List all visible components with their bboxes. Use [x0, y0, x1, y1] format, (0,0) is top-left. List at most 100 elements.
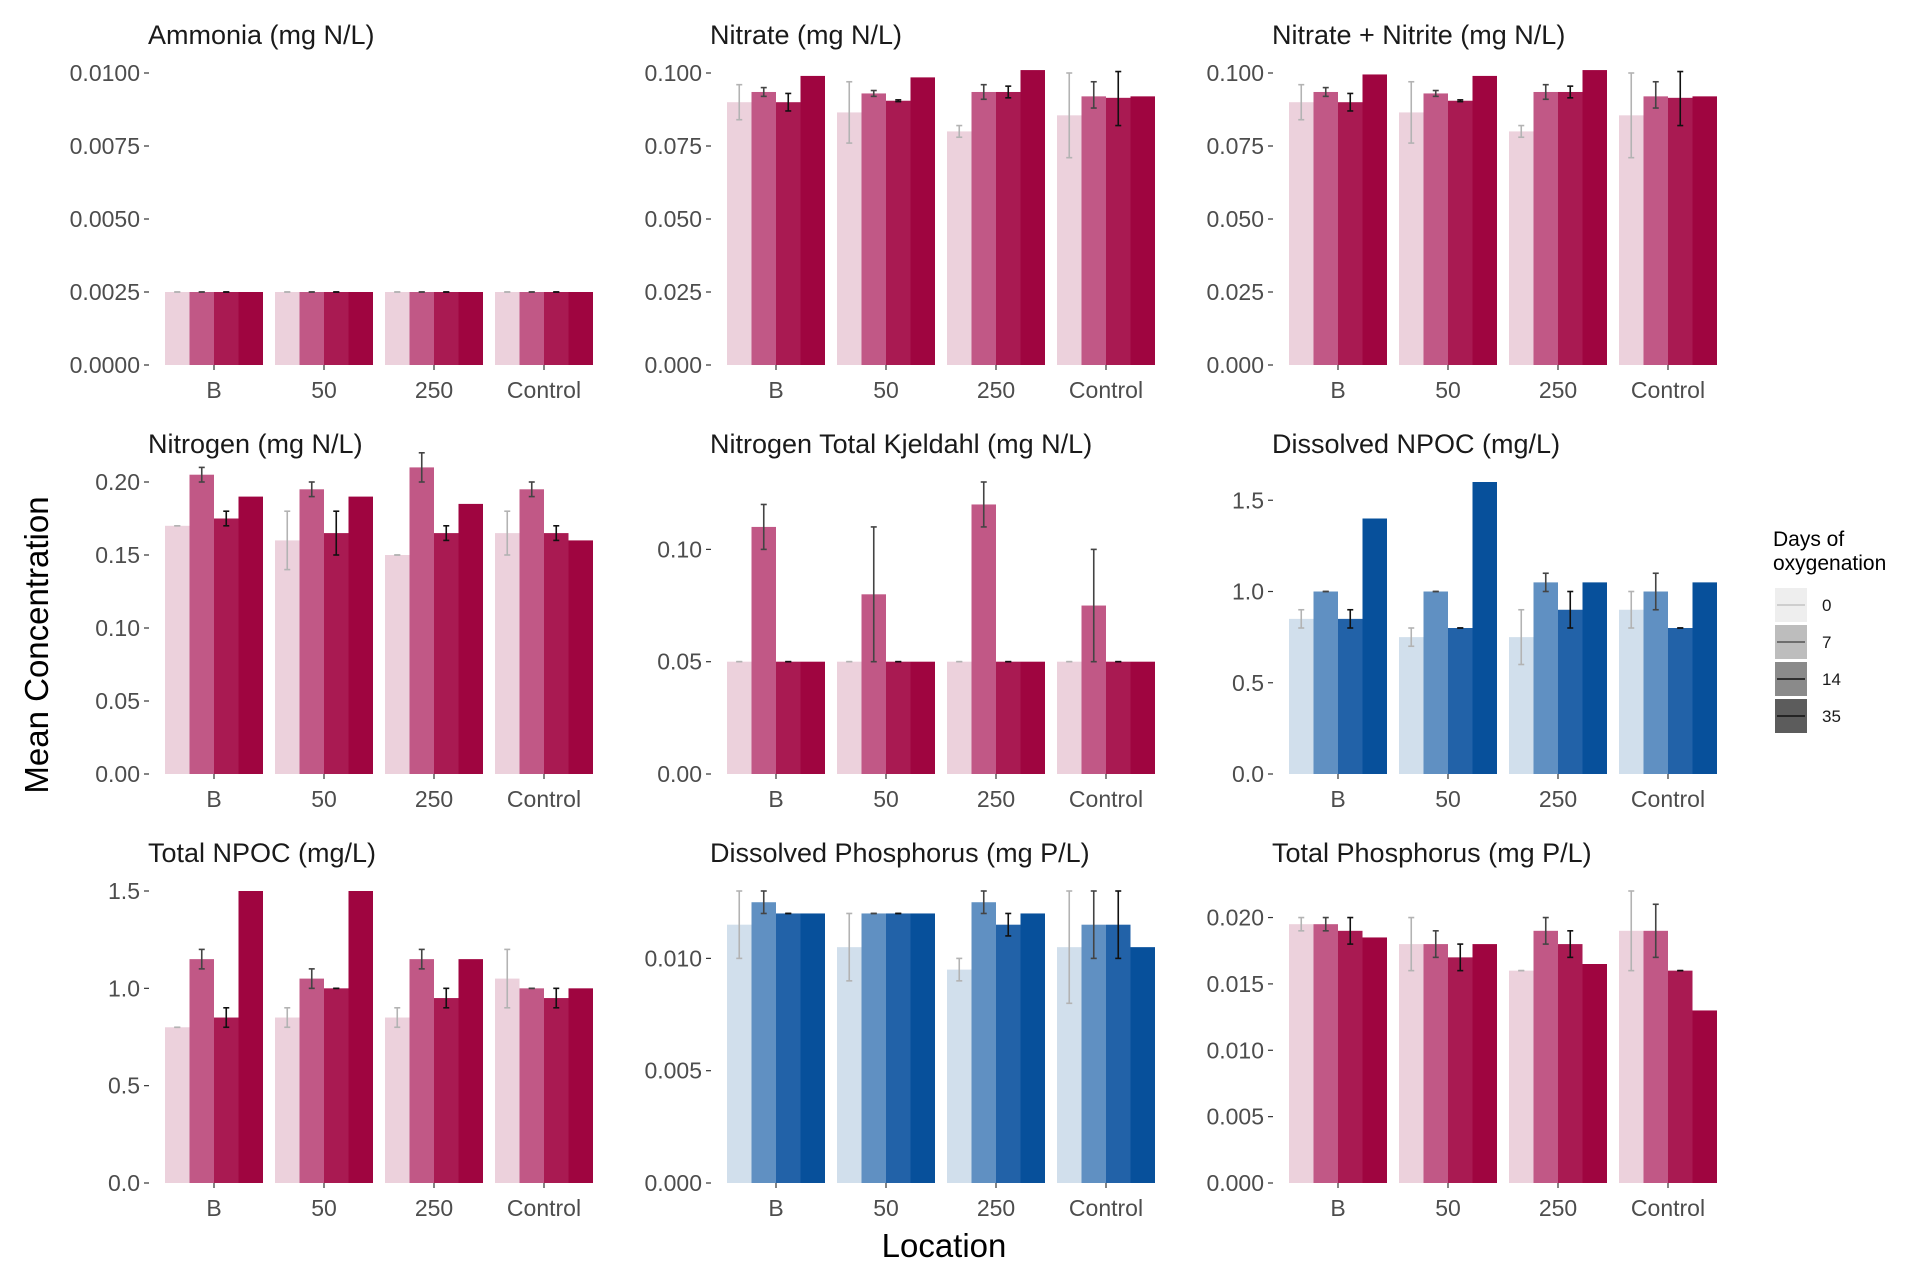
bar — [971, 902, 996, 1183]
bar — [1619, 609, 1644, 774]
chart-panel: Total Phosphorus (mg P/L) 0.000 0.005 0.010… — [1206, 838, 1717, 1221]
error-bar — [1090, 80, 1097, 109]
error-bar — [1542, 83, 1549, 101]
bar — [1423, 944, 1448, 1183]
bar — [1081, 96, 1106, 366]
y-tick-label: 0.00 — [95, 761, 140, 787]
x-tick-label: B — [768, 377, 783, 403]
x-tick-label: Control — [507, 377, 581, 403]
legend-keys: 0 7 14 35 — [1775, 588, 1841, 733]
bar — [971, 504, 996, 774]
x-tick-label: B — [768, 1195, 783, 1221]
bar — [1399, 944, 1424, 1183]
chart-panel: Total NPOC (mg/L) 0.0 0.5 1.0 1.5 B 50 250 Contr… — [108, 838, 593, 1221]
bar — [495, 978, 520, 1183]
bar — [1643, 96, 1668, 366]
bar — [1558, 609, 1583, 774]
bar — [751, 902, 776, 1183]
panel-title: Total Phosphorus (mg P/L) — [1272, 838, 1592, 868]
error-bar — [418, 451, 425, 483]
y-tick-label: 0.5 — [108, 1073, 140, 1099]
bar — [1448, 957, 1473, 1183]
bar — [1692, 96, 1717, 366]
legend-title-line1: Days of — [1773, 528, 1844, 551]
y-tick-label: 0.050 — [1206, 206, 1264, 232]
chart-panel: Nitrate (mg N/L) 0.000 0.025 0.050 0.075 0.10… — [644, 20, 1155, 403]
x-tick-label: 250 — [1539, 377, 1577, 403]
bar — [458, 959, 483, 1183]
error-bar — [308, 481, 315, 498]
x-tick-label: 50 — [311, 377, 337, 403]
chart-panel: Nitrogen Total Kjeldahl (mg N/L) 0.00 0.05… — [657, 429, 1155, 812]
bar — [519, 292, 544, 365]
bar — [861, 93, 886, 365]
error-bar — [1115, 890, 1122, 960]
bar — [727, 102, 752, 365]
bar — [1081, 924, 1106, 1183]
x-tick-label: 50 — [311, 1195, 337, 1221]
bar — [837, 112, 862, 365]
bar — [495, 292, 520, 365]
y-tick-label: 0.5 — [1232, 670, 1264, 696]
y-tick-label: 0.05 — [657, 649, 702, 675]
panel-title: Nitrogen (mg N/L) — [148, 429, 363, 459]
chart-panels: Ammonia (mg N/L)0.00000.00250.00500.0075… — [70, 20, 1717, 1221]
bar — [751, 526, 776, 774]
bar — [886, 100, 911, 366]
y-tick-label: 0.00 — [657, 761, 702, 787]
bar — [348, 292, 373, 365]
x-tick-label: 50 — [1435, 377, 1461, 403]
bar — [1448, 628, 1473, 774]
bar — [1130, 661, 1155, 774]
chart-panel: Nitrate + Nitrite (mg N/L) 0.000 0.025 0.05… — [1206, 20, 1717, 403]
bar — [495, 533, 520, 774]
bar — [1472, 944, 1497, 1183]
bar — [1509, 131, 1534, 365]
error-bar — [980, 481, 987, 528]
error-bar — [198, 948, 205, 970]
bar — [1399, 637, 1424, 774]
bar — [1399, 112, 1424, 365]
error-bar — [760, 86, 767, 98]
bar — [324, 988, 349, 1183]
error-bar — [1408, 627, 1415, 648]
error-bar — [1652, 572, 1659, 611]
bar — [1668, 628, 1693, 774]
error-bar — [1298, 608, 1305, 629]
x-tick-label: 50 — [873, 377, 899, 403]
bar — [189, 292, 214, 365]
error-bar — [895, 99, 902, 103]
bar — [1472, 482, 1497, 774]
error-bar — [956, 124, 963, 139]
bar — [1582, 70, 1607, 365]
bar — [348, 891, 373, 1183]
bar — [1533, 930, 1558, 1183]
bar — [1338, 618, 1363, 774]
y-tick-label: 0.10 — [95, 615, 140, 641]
error-bar — [1432, 89, 1439, 98]
error-bar — [1457, 943, 1464, 972]
error-bar — [1005, 912, 1012, 937]
bar — [189, 474, 214, 774]
error-bar — [553, 987, 560, 1009]
chart-panel: Ammonia (mg N/L) 0.0000 0.0025 0.0050 0.0075… — [70, 20, 593, 403]
bar — [776, 661, 801, 774]
x-tick-label: B — [206, 1195, 221, 1221]
x-tick-label: Control — [1631, 786, 1705, 812]
bar — [1472, 75, 1497, 366]
bar — [910, 913, 935, 1183]
bar — [385, 292, 410, 365]
bar — [409, 467, 434, 774]
error-bar — [284, 510, 291, 571]
bar — [1692, 582, 1717, 774]
error-bar — [1542, 916, 1549, 945]
bar — [434, 533, 459, 774]
error-bar — [760, 890, 767, 915]
bar — [299, 978, 324, 1183]
bar — [947, 131, 972, 365]
y-tick-label: 0.020 — [1206, 905, 1264, 931]
bar — [1692, 1010, 1717, 1183]
error-bar — [394, 1006, 401, 1029]
x-tick-label: B — [1330, 1195, 1345, 1221]
bar — [409, 292, 434, 365]
